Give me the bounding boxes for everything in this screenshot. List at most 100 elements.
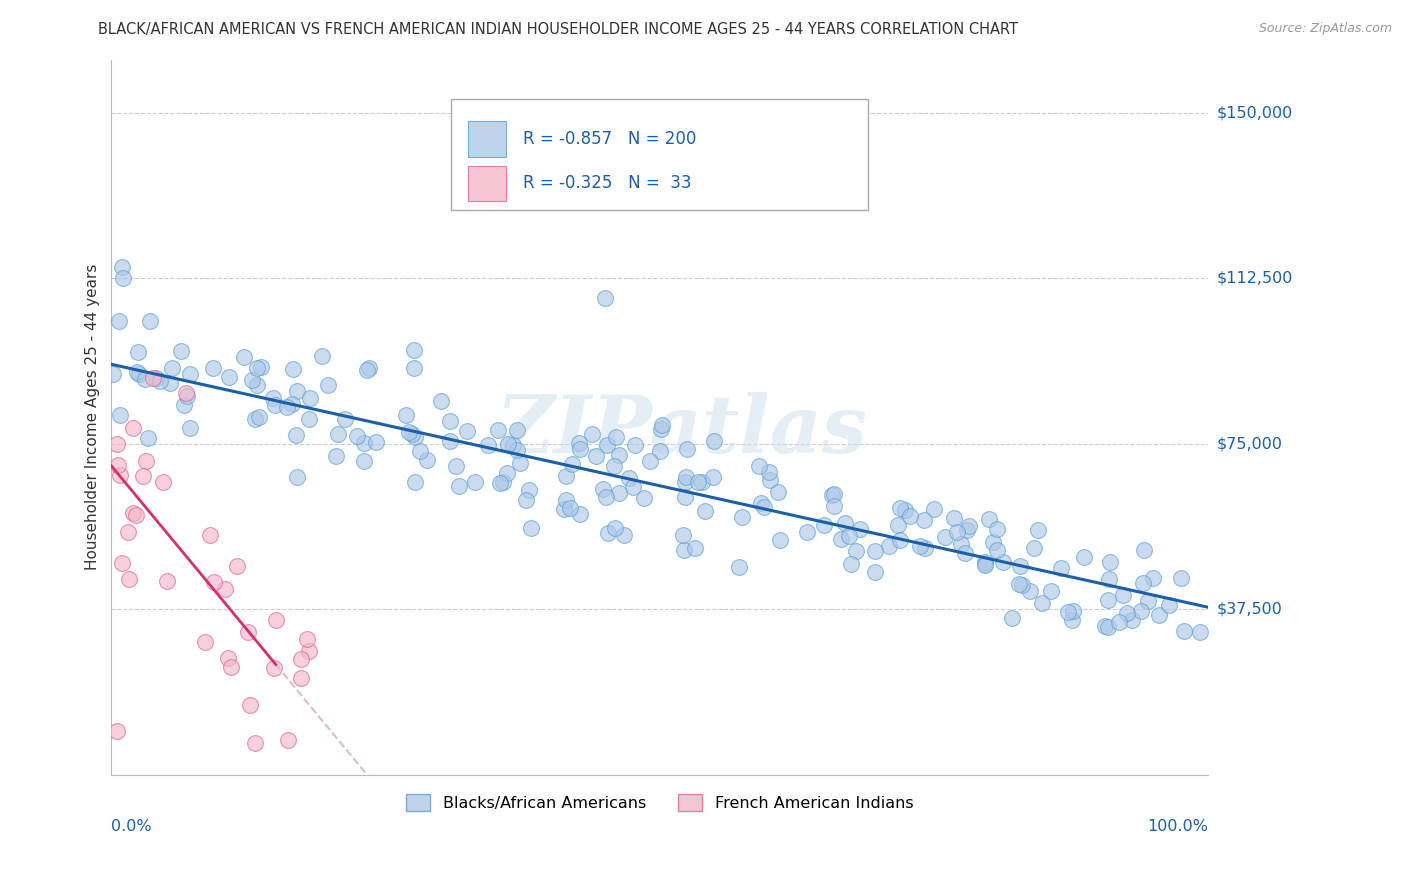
Point — [311, 349, 333, 363]
Point — [1019, 584, 1042, 599]
Point — [353, 454, 375, 468]
Point — [986, 522, 1008, 536]
Point — [898, 508, 921, 523]
Point — [128, 368, 150, 382]
Point — [101, 368, 124, 382]
Text: $75,000: $75,000 — [1216, 436, 1282, 451]
Point — [439, 434, 461, 448]
Point — [845, 544, 868, 558]
Point — [179, 368, 201, 382]
Point — [934, 530, 956, 544]
Point — [1112, 588, 1135, 602]
Point — [974, 557, 997, 571]
Text: R = -0.325   N =  33: R = -0.325 N = 33 — [523, 174, 692, 193]
Legend: Blacks/African Americans, French American Indians: Blacks/African Americans, French America… — [399, 788, 920, 817]
Point — [1060, 613, 1083, 627]
Point — [346, 429, 368, 443]
Point — [943, 510, 966, 524]
Text: 0.0%: 0.0% — [111, 819, 152, 834]
Point — [838, 529, 860, 543]
Point — [889, 500, 911, 515]
Point — [110, 409, 132, 423]
Point — [145, 370, 167, 384]
Point — [264, 398, 287, 412]
Bar — [468, 121, 506, 157]
Point — [893, 502, 915, 516]
Point — [1132, 576, 1154, 591]
Point — [401, 426, 423, 441]
Point — [841, 558, 863, 572]
Point — [111, 260, 134, 275]
Point — [621, 480, 644, 494]
Point — [118, 572, 141, 586]
Point — [505, 423, 527, 437]
Point — [281, 397, 304, 411]
Point — [335, 412, 357, 426]
Point — [702, 470, 724, 484]
Point — [243, 412, 266, 426]
Point — [1001, 611, 1024, 625]
Text: BLACK/AFRICAN AMERICAN VS FRENCH AMERICAN INDIAN HOUSEHOLDER INCOME AGES 25 - 44: BLACK/AFRICAN AMERICAN VS FRENCH AMERICA… — [98, 22, 1018, 37]
Point — [1147, 607, 1170, 622]
Point — [728, 559, 751, 574]
Point — [748, 459, 770, 474]
Point — [877, 539, 900, 553]
Point — [1188, 625, 1211, 640]
Point — [246, 377, 269, 392]
Point — [125, 508, 148, 523]
Point — [749, 496, 772, 510]
Point — [404, 430, 426, 444]
Point — [496, 466, 519, 480]
Point — [953, 546, 976, 560]
Point — [290, 671, 312, 685]
Point — [131, 468, 153, 483]
Point — [105, 723, 128, 738]
Point — [1170, 571, 1192, 585]
Point — [162, 361, 184, 376]
Point — [281, 362, 304, 376]
Point — [558, 500, 581, 515]
Point — [673, 542, 696, 557]
Point — [502, 438, 524, 452]
Point — [159, 376, 181, 391]
Point — [766, 485, 789, 500]
Point — [496, 437, 519, 451]
Point — [243, 736, 266, 750]
Point — [823, 487, 845, 501]
Point — [201, 361, 224, 376]
Point — [156, 574, 179, 589]
Point — [316, 378, 339, 392]
Point — [176, 388, 198, 402]
Point — [1011, 578, 1033, 592]
Point — [135, 454, 157, 468]
Point — [416, 452, 439, 467]
Point — [122, 421, 145, 435]
Point — [555, 493, 578, 508]
Point — [974, 558, 997, 572]
Point — [477, 438, 499, 452]
Point — [1159, 599, 1181, 613]
Point — [217, 650, 239, 665]
Point — [986, 543, 1008, 558]
Point — [194, 635, 217, 649]
Point — [830, 532, 852, 546]
Point — [1098, 572, 1121, 586]
Point — [1094, 619, 1116, 633]
Point — [105, 437, 128, 451]
Point — [125, 365, 148, 379]
Point — [138, 431, 160, 445]
Point — [353, 435, 375, 450]
Point — [555, 468, 578, 483]
Point — [107, 458, 129, 472]
Point — [139, 314, 162, 328]
Point — [973, 555, 995, 569]
Point — [1057, 605, 1080, 619]
Point — [509, 456, 531, 470]
Point — [922, 501, 945, 516]
Text: R = -0.857   N = 200: R = -0.857 N = 200 — [523, 130, 696, 148]
Text: $37,500: $37,500 — [1216, 602, 1282, 617]
Point — [955, 523, 977, 537]
Point — [142, 370, 165, 384]
Point — [152, 475, 174, 489]
Point — [520, 521, 543, 535]
